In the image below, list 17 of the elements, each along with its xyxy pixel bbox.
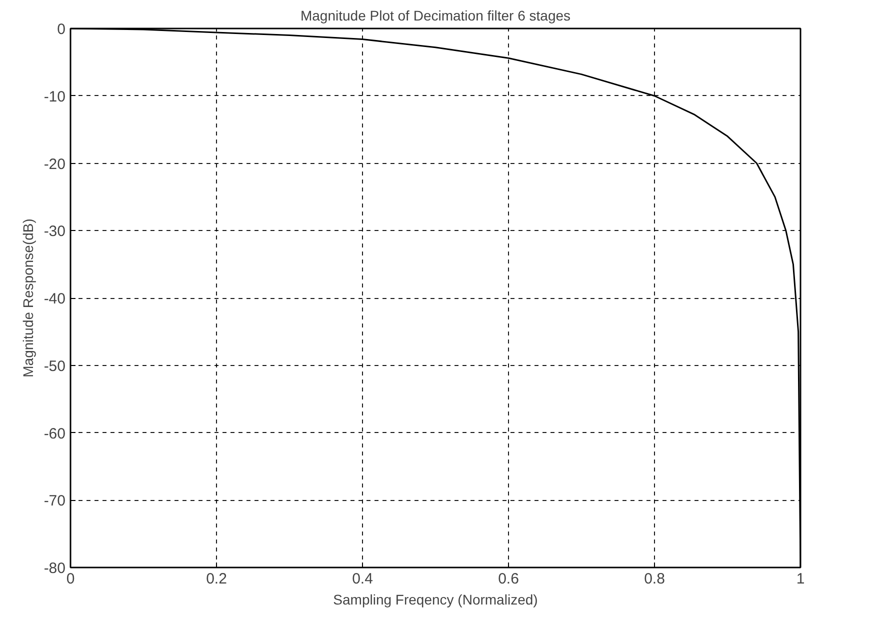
y-axis-title: Magnitude Response(dB): [20, 218, 36, 378]
x-tick-label: 1: [796, 570, 805, 588]
y-tick-label: -70: [44, 492, 66, 510]
x-tick-label: 0.8: [644, 570, 665, 588]
x-axis-title: Sampling Freqency (Normalized): [333, 592, 538, 608]
y-tick-label: -40: [44, 290, 66, 308]
x-tick-label: 0.2: [206, 570, 227, 588]
chart-title: Magnitude Plot of Decimation filter 6 stages: [300, 8, 571, 24]
x-tick-label: 0.6: [498, 570, 519, 588]
y-tick-label: -80: [44, 560, 66, 577]
x-tick-label: 0.4: [352, 570, 373, 588]
y-tick-label: -30: [44, 223, 66, 240]
y-tick-label: -20: [44, 156, 66, 173]
y-tick-label: 0: [57, 21, 66, 38]
y-tick-label: -50: [44, 358, 66, 375]
y-tick-label: -10: [44, 88, 66, 106]
y-tick-label: -60: [44, 425, 66, 442]
